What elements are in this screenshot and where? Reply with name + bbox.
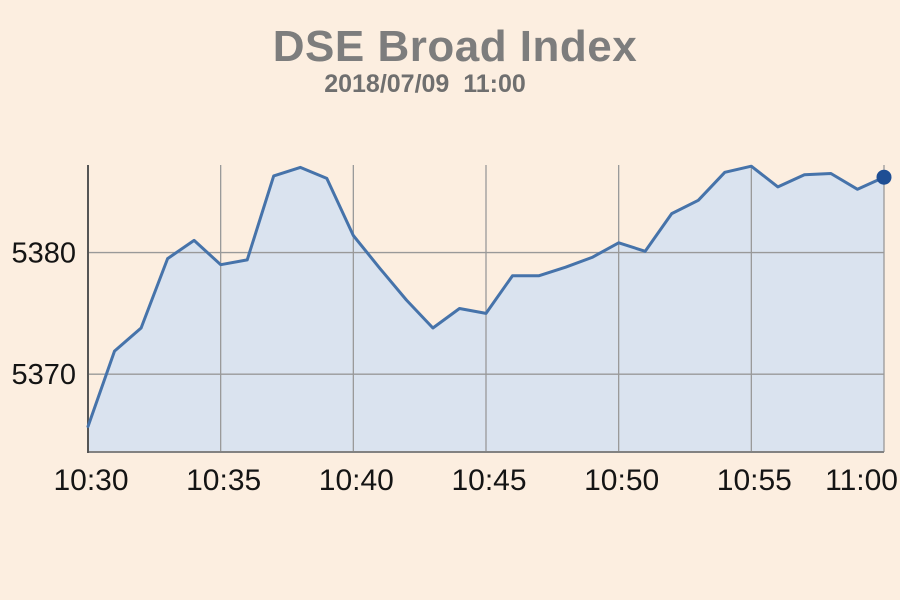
x-tick-label: 10:40 (319, 464, 394, 497)
y-tick-label: 5370 (11, 359, 76, 391)
x-tick-label: 10:45 (451, 464, 526, 497)
x-tick-label: 10:50 (584, 464, 659, 497)
x-tick-label: 10:35 (186, 464, 261, 497)
x-tick-label: 10:30 (53, 464, 128, 497)
area-fill (88, 166, 884, 452)
x-tick-label: 10:55 (717, 464, 792, 497)
last-point-marker (876, 169, 892, 185)
chart-title: DSE Broad Index (272, 22, 638, 71)
chart-subtitle: 2018/07/09 11:00 (324, 70, 526, 98)
y-tick-label: 5380 (11, 238, 76, 270)
x-tick-label: 11:00 (825, 464, 898, 497)
index-line (86, 164, 886, 428)
